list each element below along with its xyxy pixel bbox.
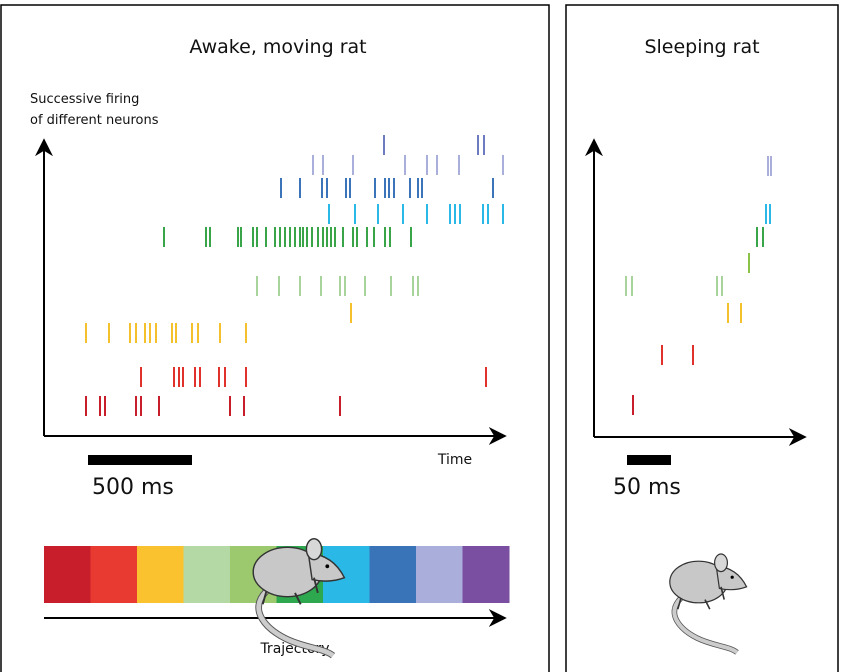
trajectory-segment [183, 546, 231, 603]
rat-ear [714, 553, 729, 573]
panel-frame [0, 4, 550, 672]
rat [252, 538, 346, 659]
rat-eye [730, 575, 734, 579]
rat-legs [677, 586, 725, 610]
rats [252, 538, 748, 659]
y-axis-label: Successive firing [30, 92, 139, 107]
rat-eye [325, 564, 330, 569]
rat-tail [256, 589, 335, 658]
trajectory-segment [416, 546, 463, 603]
rat-tail [672, 596, 739, 655]
trajectory-segment [137, 546, 184, 603]
trajectory-segment [90, 546, 138, 603]
scale-bar-label: 500 ms [92, 475, 174, 500]
x-axis-label: Time [437, 452, 472, 468]
trajectory-segment [369, 546, 417, 603]
rat-tail [671, 596, 739, 655]
panel-frame [565, 4, 839, 672]
panel-title: Awake, moving rat [189, 36, 366, 58]
trajectory-segment [462, 546, 510, 603]
y-axis-label: of different neurons [30, 113, 159, 128]
scale-bar [627, 455, 671, 465]
scale-bar [88, 455, 192, 465]
panel-title: Sleeping rat [644, 36, 759, 58]
rat-legs [261, 577, 319, 605]
rat [669, 553, 748, 655]
scale-bar-label: 50 ms [613, 475, 681, 500]
trajectory-segment [44, 546, 91, 603]
raster [85, 135, 772, 416]
rat-ear [305, 538, 323, 561]
